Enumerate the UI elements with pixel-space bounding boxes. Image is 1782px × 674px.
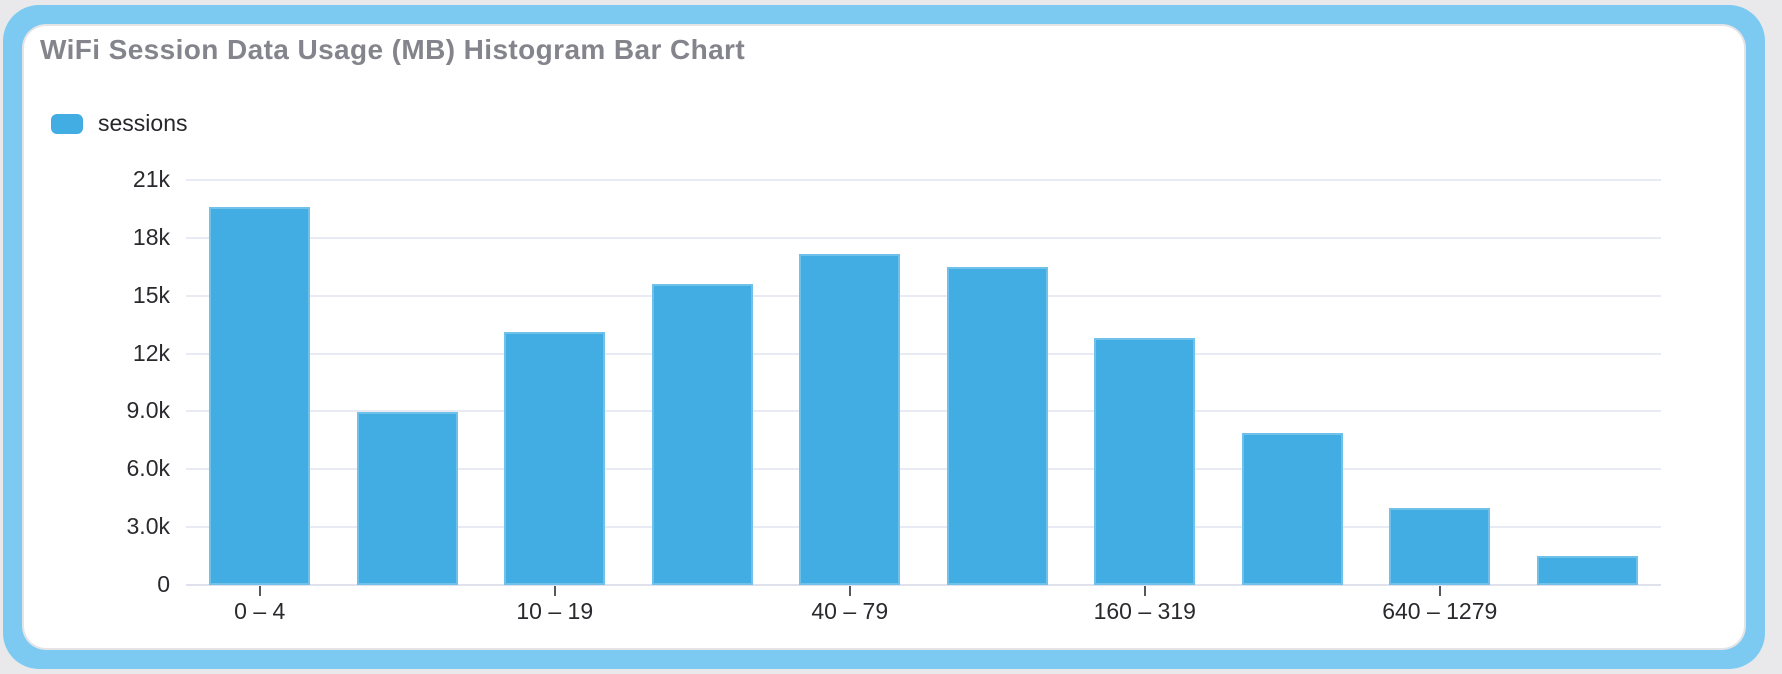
gridline — [186, 294, 1661, 297]
legend-swatch-icon — [51, 113, 83, 134]
bar[interactable] — [504, 332, 606, 585]
gridline — [186, 526, 1661, 529]
y-axis-tick-label: 15k — [132, 281, 170, 308]
x-axis-label: 10 – 19 — [516, 598, 594, 624]
bar[interactable] — [1389, 507, 1491, 585]
y-axis-tick-label: 0 — [157, 571, 170, 597]
y-axis-tick-label: 12k — [132, 339, 170, 366]
x-axis-label: 40 – 79 — [811, 598, 889, 624]
gridline — [186, 236, 1661, 239]
y-axis-tick-label: 21k — [132, 166, 170, 192]
x-axis-label: 0 – 4 — [234, 598, 286, 624]
bar[interactable] — [1094, 338, 1196, 585]
chart-title: WiFi Session Data Usage (MB) Histogram B… — [40, 34, 746, 65]
bar[interactable] — [799, 254, 901, 585]
gridline — [186, 468, 1661, 471]
bar[interactable] — [946, 266, 1048, 585]
x-axis-tick — [553, 586, 556, 596]
bar[interactable] — [1241, 432, 1343, 585]
bar[interactable] — [1536, 556, 1638, 585]
legend-label: sessions — [98, 110, 188, 136]
y-axis-tick-label: 3.0k — [126, 513, 170, 540]
x-axis-tick — [1438, 586, 1441, 596]
x-axis-tick — [258, 586, 261, 596]
x-axis-line — [186, 584, 1661, 586]
y-axis-tick-label: 9.0k — [126, 397, 170, 424]
legend-item-sessions[interactable]: sessions — [51, 110, 187, 137]
bar[interactable] — [651, 284, 753, 585]
bar[interactable] — [209, 207, 311, 585]
gridline — [186, 179, 1661, 181]
x-axis-tick — [1143, 586, 1146, 596]
x-axis-label: 160 – 319 — [1093, 598, 1196, 624]
x-axis-label: 640 – 1279 — [1382, 598, 1498, 624]
gridline — [186, 410, 1661, 413]
x-axis-tick — [848, 586, 851, 596]
bar[interactable] — [356, 412, 458, 585]
gridline — [186, 352, 1661, 355]
y-axis-tick-label: 6.0k — [126, 455, 170, 482]
y-axis-tick-label: 18k — [132, 223, 170, 250]
